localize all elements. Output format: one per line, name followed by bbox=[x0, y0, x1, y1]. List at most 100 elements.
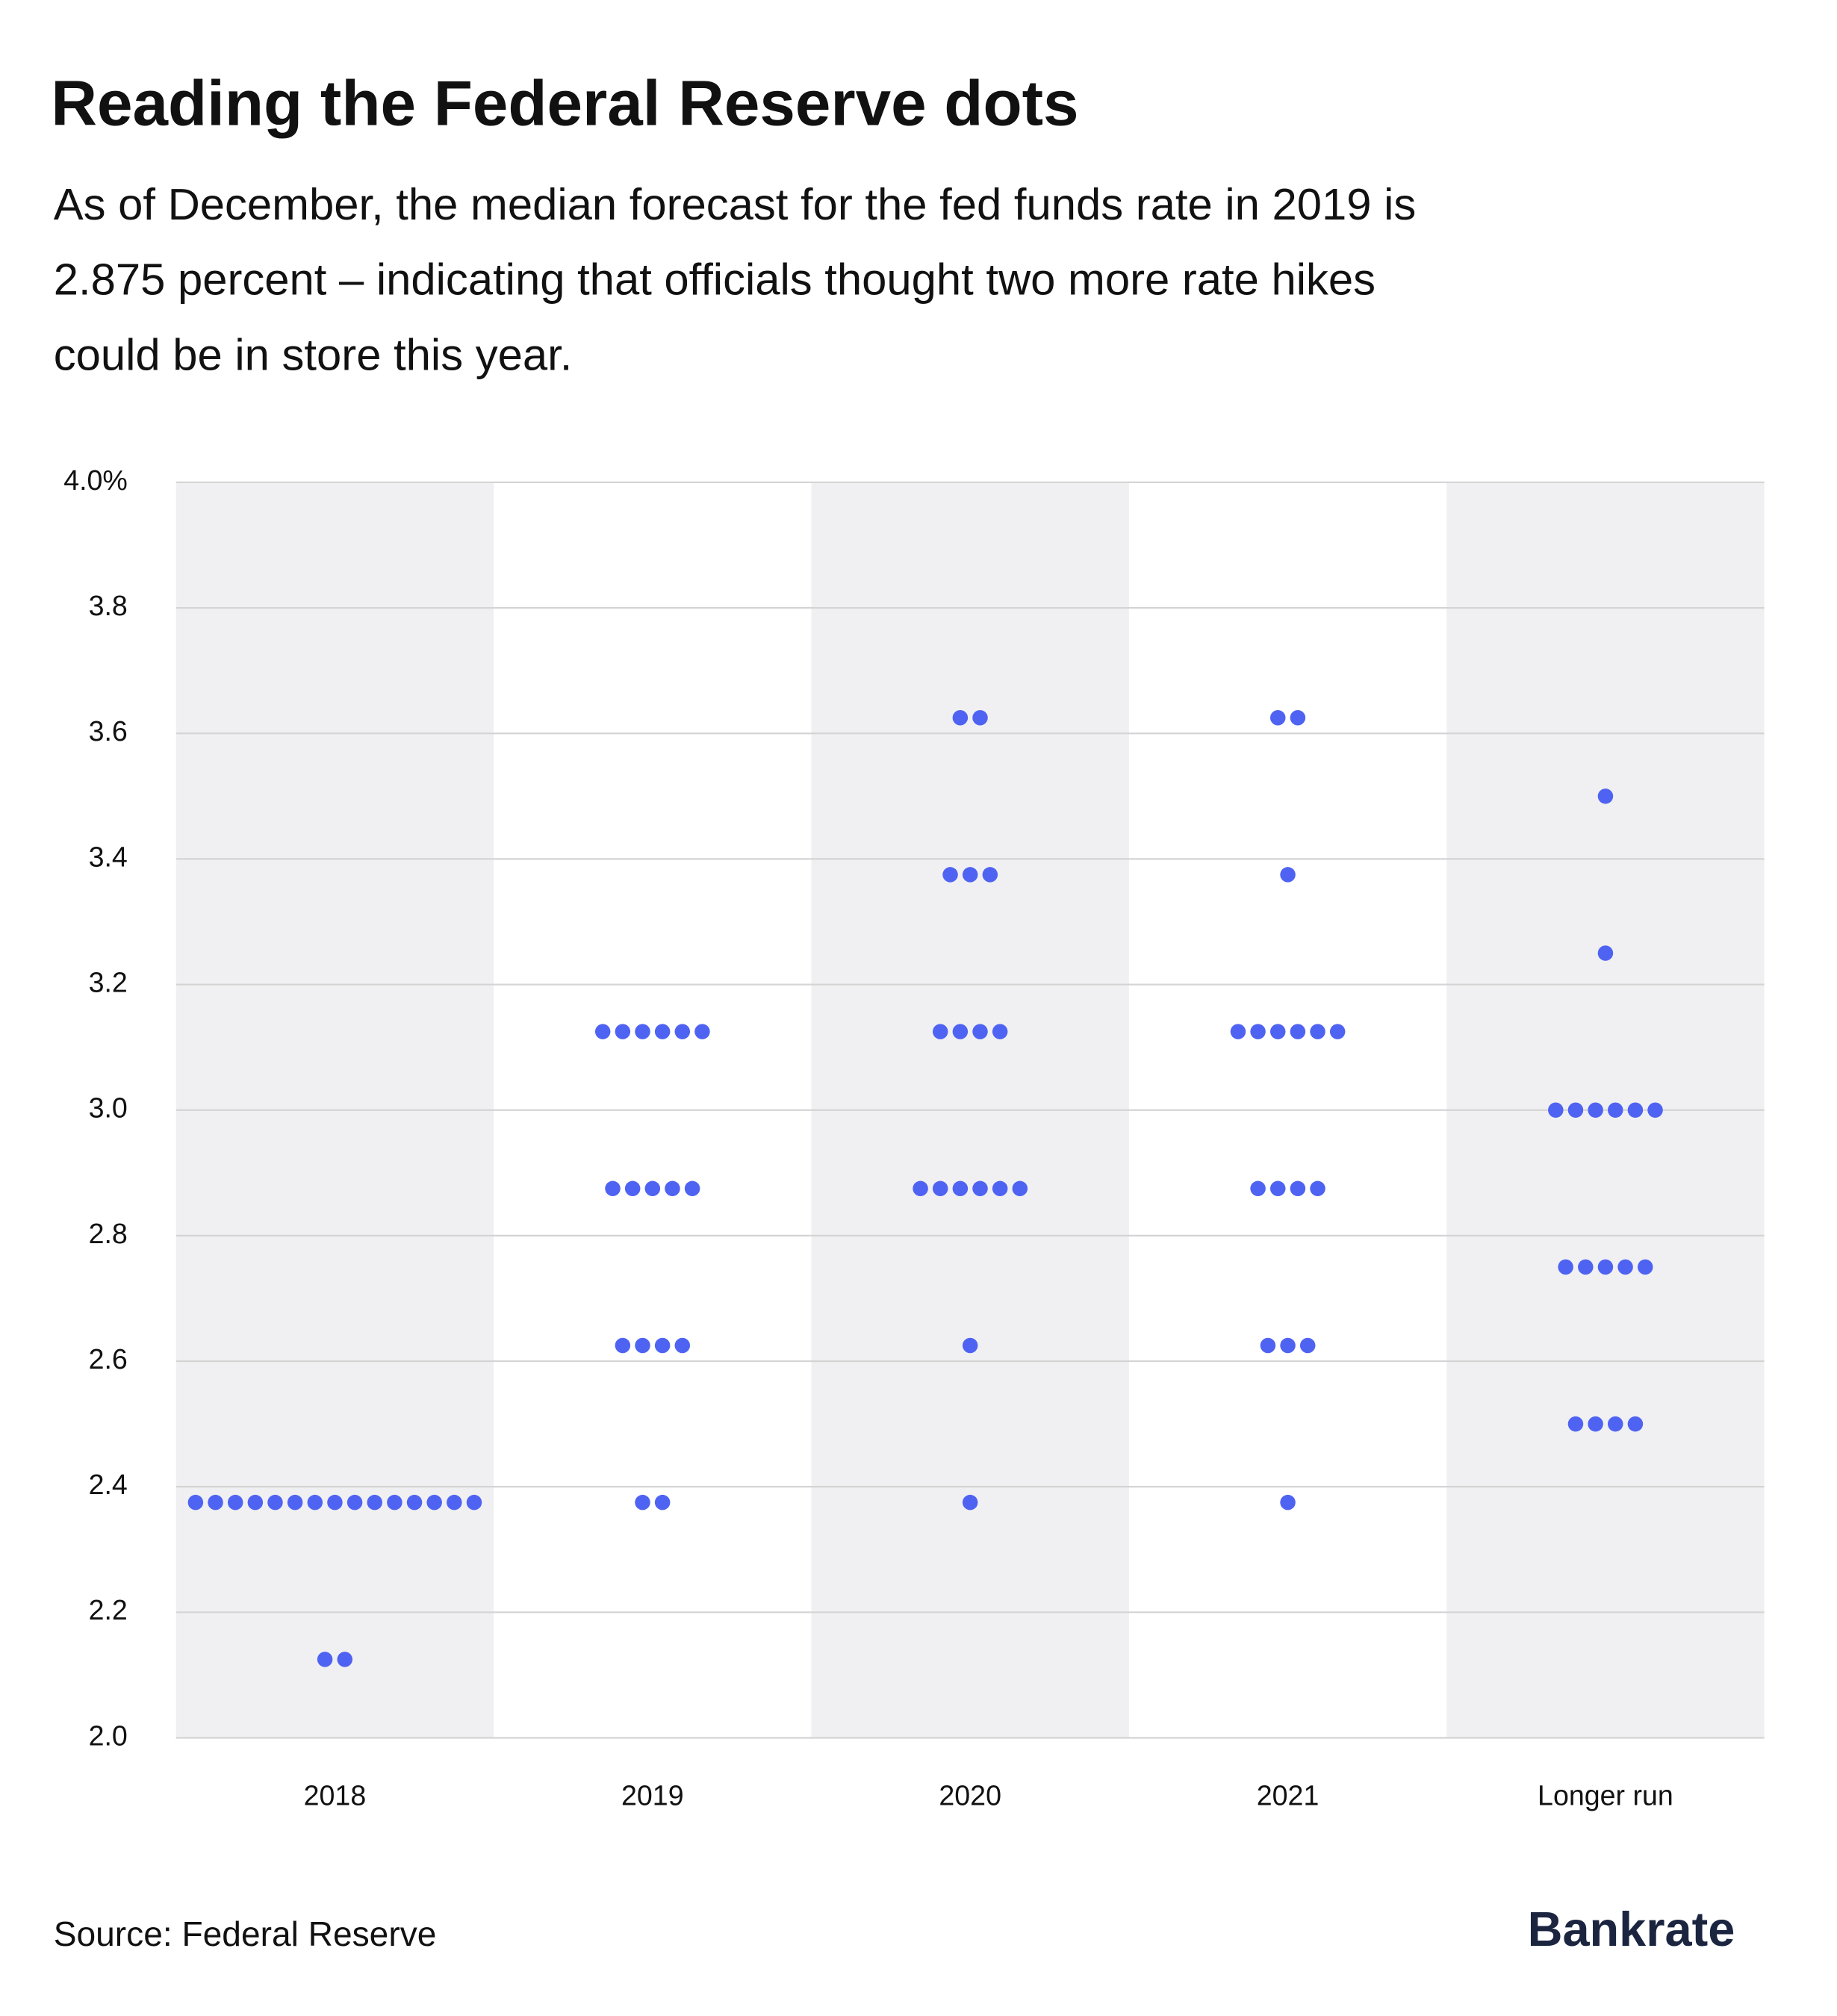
dot bbox=[287, 1494, 303, 1511]
dot bbox=[1310, 1180, 1325, 1197]
dot bbox=[674, 1024, 691, 1039]
x-tick-label: 2018 bbox=[304, 1780, 367, 1811]
dot bbox=[1280, 1337, 1296, 1354]
y-tick-label: 2.8 bbox=[89, 1218, 128, 1249]
dot bbox=[1567, 1416, 1584, 1432]
dot bbox=[694, 1024, 710, 1039]
dot bbox=[992, 1024, 1008, 1039]
y-tick-label: 2.0 bbox=[89, 1720, 128, 1751]
dot bbox=[654, 1494, 671, 1511]
dot bbox=[1299, 1337, 1316, 1354]
dot bbox=[1608, 1416, 1623, 1432]
dot bbox=[1578, 1259, 1594, 1275]
dot bbox=[605, 1180, 621, 1197]
dot bbox=[962, 1494, 978, 1511]
dot bbox=[665, 1180, 680, 1197]
dot bbox=[952, 709, 969, 726]
dot bbox=[932, 1024, 948, 1039]
x-tick-label: 2019 bbox=[621, 1780, 684, 1811]
dot bbox=[1608, 1102, 1623, 1118]
dot bbox=[1627, 1416, 1644, 1432]
dot bbox=[624, 1180, 641, 1197]
x-tick-label: 2020 bbox=[939, 1780, 1001, 1811]
dot bbox=[1329, 1024, 1346, 1039]
dot bbox=[1647, 1102, 1663, 1118]
y-tick-label: 3.0 bbox=[89, 1092, 128, 1124]
dot bbox=[426, 1494, 442, 1511]
dot bbox=[962, 1337, 978, 1354]
source: Source: Federal Reserve bbox=[54, 1914, 437, 1953]
dot bbox=[1597, 788, 1614, 804]
dot bbox=[972, 709, 988, 726]
dot bbox=[982, 867, 998, 883]
dot bbox=[674, 1337, 691, 1354]
dot bbox=[1548, 1102, 1564, 1118]
dot bbox=[635, 1494, 650, 1511]
y-tick-label: 2.6 bbox=[89, 1343, 128, 1375]
dot bbox=[406, 1494, 423, 1511]
dot bbox=[635, 1337, 650, 1354]
dot bbox=[952, 1024, 969, 1039]
dot bbox=[654, 1024, 671, 1039]
dot bbox=[208, 1494, 223, 1511]
dot bbox=[247, 1494, 264, 1511]
dot bbox=[594, 1024, 611, 1039]
dot bbox=[1567, 1102, 1584, 1118]
dot bbox=[1310, 1024, 1325, 1039]
chart-title: Reading the Federal Reserve dots bbox=[51, 68, 1078, 139]
dot bbox=[1558, 1259, 1573, 1275]
subtitle: could be in store this year. bbox=[54, 330, 573, 380]
dot bbox=[1617, 1259, 1633, 1275]
dot bbox=[972, 1180, 988, 1197]
dot bbox=[1290, 709, 1306, 726]
dot bbox=[1269, 1180, 1286, 1197]
dot bbox=[346, 1494, 363, 1511]
dot bbox=[1260, 1337, 1276, 1354]
dot bbox=[1597, 1259, 1614, 1275]
dot bbox=[992, 1180, 1008, 1197]
y-tick-label: 3.2 bbox=[89, 966, 128, 998]
y-tick-label: 3.6 bbox=[89, 715, 128, 747]
dot bbox=[615, 1024, 631, 1039]
dot bbox=[932, 1180, 948, 1197]
dot bbox=[307, 1494, 323, 1511]
subtitle: As of December, the median forecast for … bbox=[54, 179, 1417, 229]
dot bbox=[327, 1494, 343, 1511]
dot bbox=[635, 1024, 650, 1039]
y-tick-label: 3.4 bbox=[89, 841, 128, 872]
dot bbox=[1588, 1102, 1603, 1118]
x-tick-label: Longer run bbox=[1538, 1780, 1673, 1811]
dot bbox=[317, 1652, 333, 1667]
dot bbox=[1588, 1416, 1603, 1432]
dot bbox=[1280, 1494, 1296, 1511]
dot bbox=[1250, 1180, 1266, 1197]
dot bbox=[1012, 1180, 1028, 1197]
y-tick-label: 3.8 bbox=[89, 590, 128, 621]
logo: Bankrate bbox=[1528, 1902, 1735, 1956]
dot bbox=[962, 867, 978, 883]
dot bbox=[1269, 709, 1286, 726]
dot bbox=[1290, 1180, 1306, 1197]
dot bbox=[337, 1652, 353, 1667]
dot bbox=[1627, 1102, 1644, 1118]
y-tick-label: 4.0% bbox=[63, 464, 128, 496]
dot bbox=[615, 1337, 631, 1354]
dot bbox=[1230, 1024, 1246, 1039]
dot bbox=[654, 1337, 671, 1354]
dot bbox=[1250, 1024, 1266, 1039]
y-tick-label: 2.2 bbox=[89, 1594, 128, 1625]
dot bbox=[367, 1494, 382, 1511]
dot bbox=[942, 867, 958, 883]
x-tick-label: 2021 bbox=[1257, 1780, 1320, 1811]
dot bbox=[644, 1180, 661, 1197]
dot bbox=[267, 1494, 283, 1511]
dot bbox=[972, 1024, 988, 1039]
dot bbox=[187, 1494, 204, 1511]
dot bbox=[1597, 945, 1614, 961]
dot bbox=[1637, 1259, 1653, 1275]
dot bbox=[1280, 867, 1296, 883]
dot bbox=[952, 1180, 969, 1197]
dot bbox=[227, 1494, 243, 1511]
